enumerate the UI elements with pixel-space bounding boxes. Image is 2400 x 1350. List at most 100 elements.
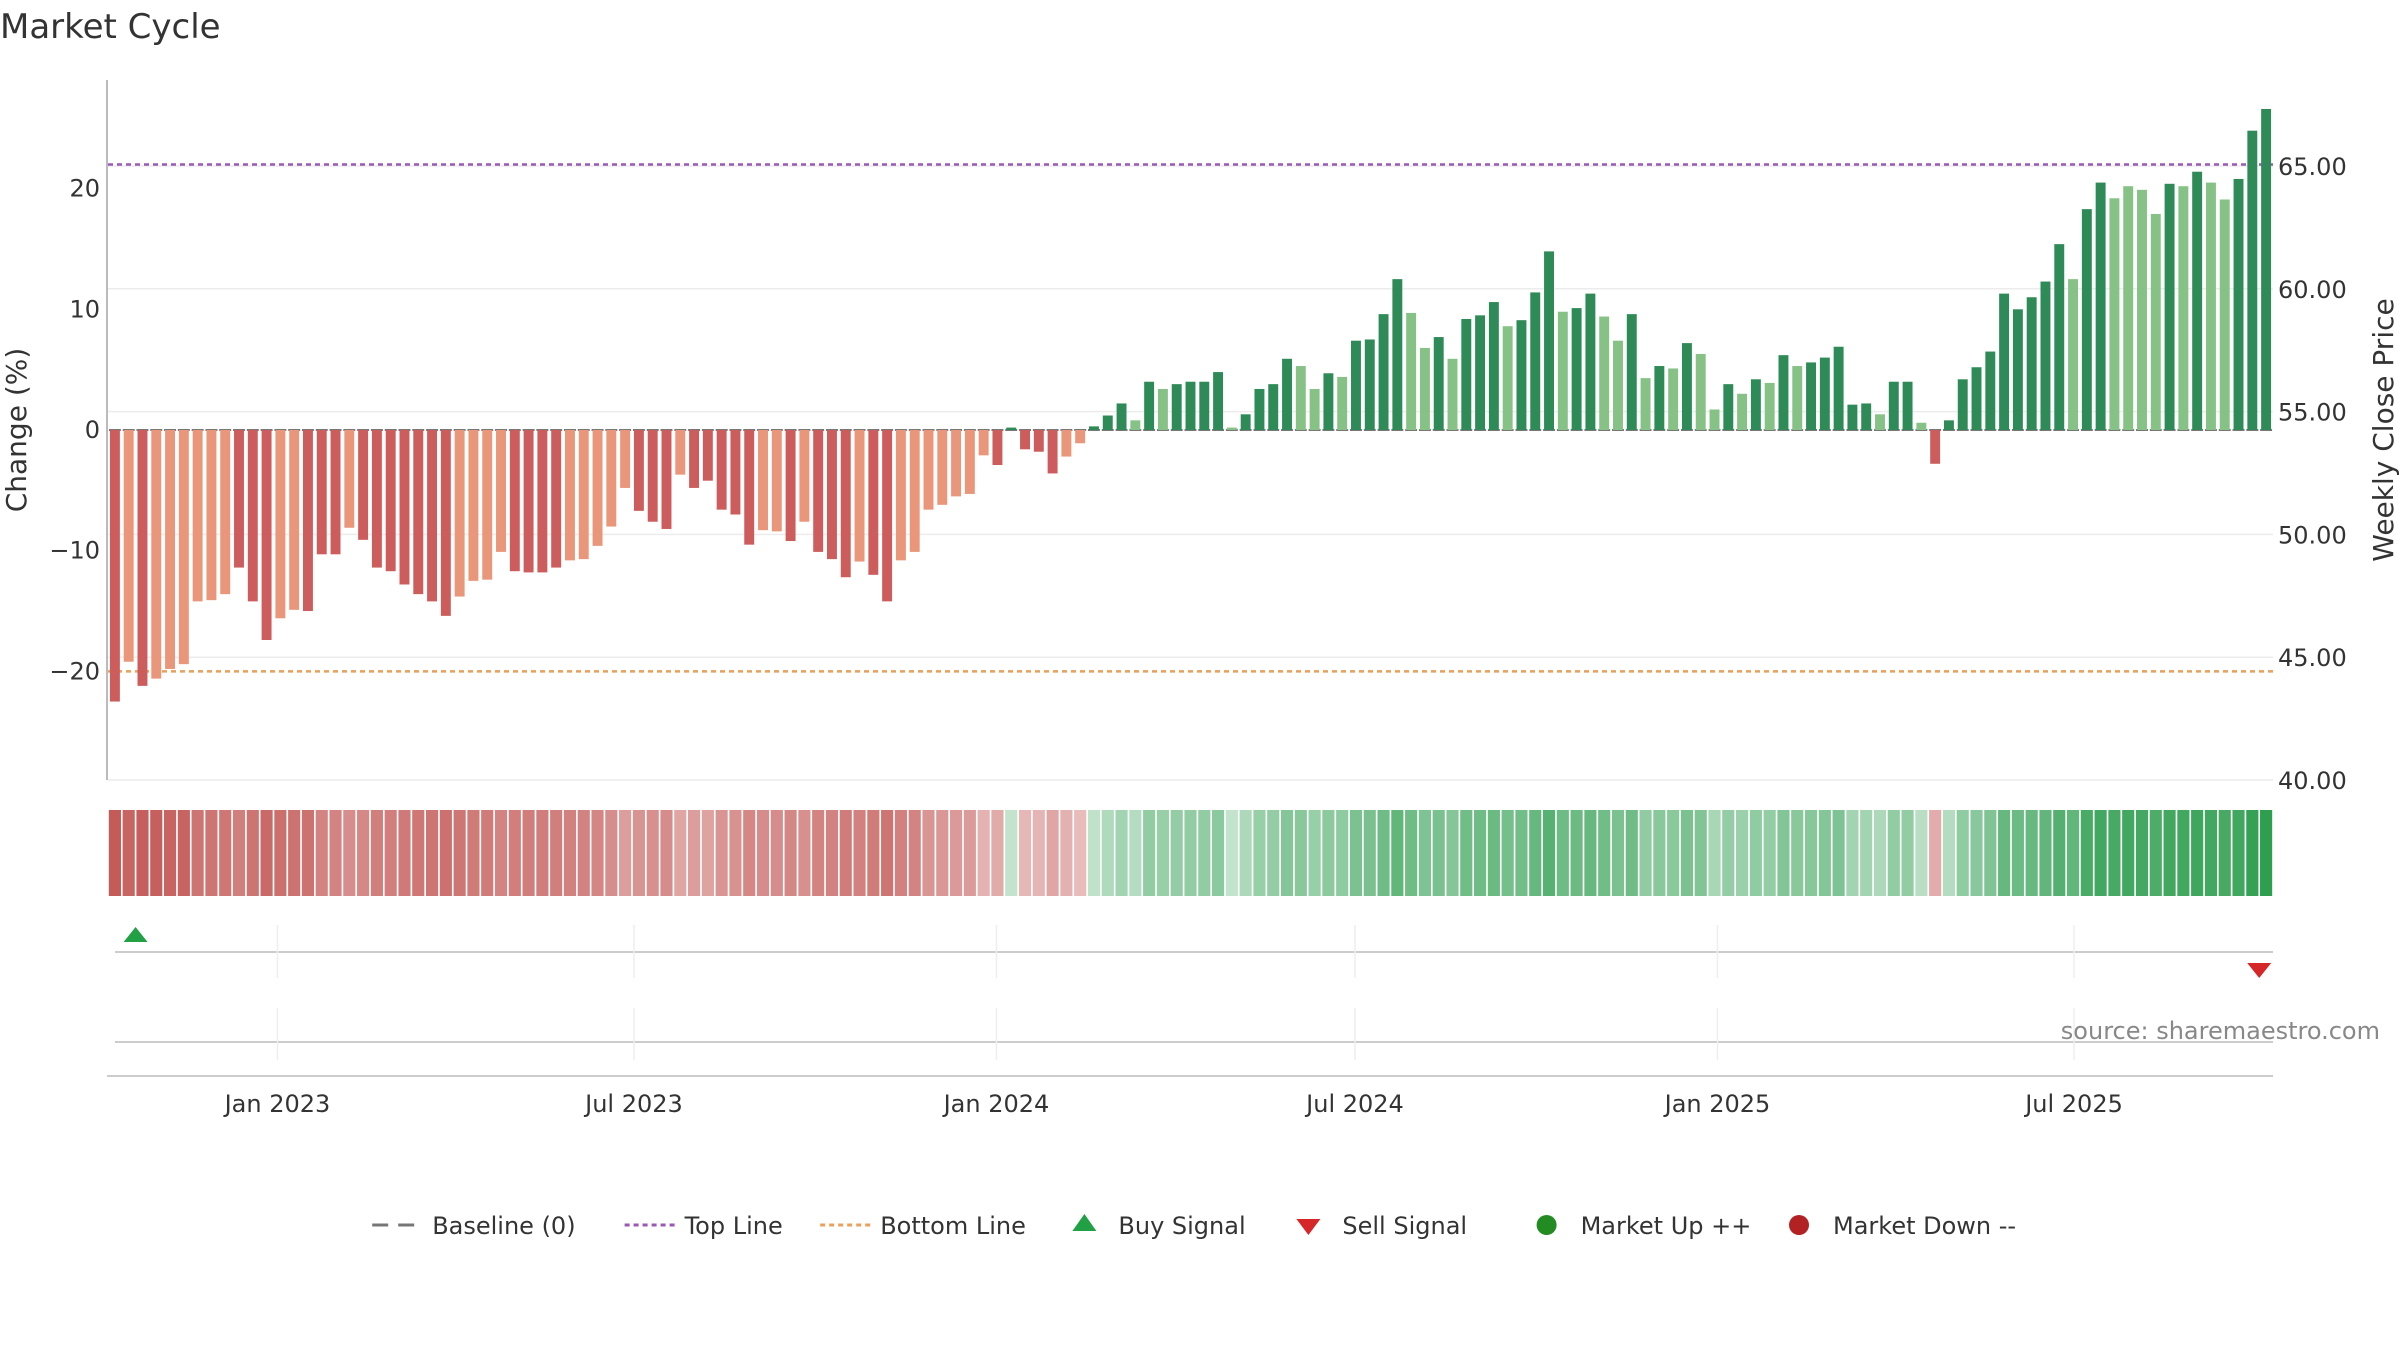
- bar: [123, 430, 134, 662]
- bar: [1847, 404, 1858, 430]
- heat-cell: [991, 810, 1004, 896]
- bar: [1447, 358, 1458, 430]
- legend-item-baseline: Baseline (0): [372, 1212, 576, 1240]
- bar: [2205, 182, 2216, 430]
- heat-cell: [1280, 810, 1294, 896]
- heat-cell: [1198, 810, 1211, 896]
- bar: [564, 430, 575, 561]
- bar: [1571, 308, 1582, 430]
- bar: [1875, 414, 1885, 430]
- heat-cell: [2177, 810, 2190, 896]
- heat-cell: [2025, 810, 2038, 896]
- bar: [1668, 368, 1679, 430]
- bar: [620, 430, 631, 488]
- bar: [1337, 376, 1348, 430]
- bar: [358, 430, 369, 540]
- bar: [1061, 430, 1072, 457]
- bar: [1157, 388, 1168, 430]
- heat-cell: [2191, 810, 2204, 896]
- heat-cell: [2080, 810, 2093, 896]
- bar: [1419, 347, 1430, 430]
- y2-tick-label: 50.00: [2278, 521, 2347, 549]
- heat-cell: [246, 810, 259, 896]
- bar: [440, 430, 451, 616]
- heat-cell: [1873, 810, 1887, 896]
- heat-cell: [1722, 810, 1735, 896]
- bar: [399, 430, 410, 585]
- bar: [1957, 379, 1968, 430]
- bar: [2068, 279, 2079, 430]
- legend-label: Market Up ++: [1581, 1212, 1752, 1240]
- bar: [261, 430, 272, 640]
- bar: [482, 430, 493, 580]
- bar: [592, 430, 603, 546]
- heat-cell: [2011, 810, 2024, 896]
- heat-cell: [1018, 810, 1032, 896]
- heat-cell: [1005, 810, 1018, 896]
- heat-cell: [1984, 810, 1997, 896]
- heat-cell: [1625, 810, 1638, 896]
- bar: [937, 430, 948, 505]
- heat-cell: [2053, 810, 2066, 896]
- heat-cell: [1418, 810, 1431, 896]
- heat-cell: [770, 810, 783, 896]
- heat-cell: [1708, 810, 1721, 896]
- heat-cell: [2108, 810, 2121, 896]
- legend-label: Sell Signal: [1342, 1212, 1467, 1240]
- bar: [1833, 346, 1844, 430]
- y2-axis-ticks: 65.00 60.00 55.00 50.00 45.00 40.00: [2278, 153, 2347, 795]
- legend-symbol: [1296, 1219, 1321, 1235]
- heat-cell: [908, 810, 921, 896]
- heat-cell: [1212, 810, 1225, 896]
- bar: [633, 430, 644, 511]
- bar: [1750, 379, 1761, 430]
- bar: [2109, 198, 2120, 430]
- heat-cell: [467, 810, 480, 896]
- heat-cell: [1556, 810, 1569, 896]
- heat-cell: [1653, 810, 1666, 896]
- bar: [1654, 366, 1665, 430]
- heat-cell: [1363, 810, 1376, 896]
- bar: [2261, 108, 2272, 430]
- bar: [1020, 430, 1030, 450]
- heat-cell: [881, 810, 894, 896]
- heat-cell: [1308, 810, 1321, 896]
- bar: [2192, 171, 2203, 431]
- bar: [840, 430, 851, 578]
- heat-cell: [1680, 810, 1694, 896]
- bar: [2123, 186, 2134, 430]
- heat-cell: [1529, 810, 1542, 896]
- legend-item-buy: Buy Signal: [1072, 1212, 1246, 1240]
- bar: [1213, 372, 1224, 430]
- bar: [1171, 384, 1182, 430]
- legend-symbol: [1789, 1215, 1809, 1235]
- bar: [275, 430, 286, 619]
- heat-cell: [191, 810, 204, 896]
- heat-cell: [1074, 810, 1087, 896]
- heat-cell: [1611, 810, 1625, 896]
- bar: [413, 430, 424, 595]
- bar: [992, 430, 1003, 465]
- bar: [1709, 409, 1720, 430]
- heat-cell: [1542, 810, 1556, 896]
- legend-label: Market Down --: [1833, 1212, 2016, 1240]
- bar: [1916, 422, 1927, 430]
- heat-cell: [1998, 810, 2011, 896]
- bar: [1351, 340, 1361, 430]
- bar: [702, 430, 713, 481]
- x-tick-label: Jul 2025: [2023, 1090, 2123, 1118]
- bar: [1199, 381, 1210, 430]
- bar: [551, 430, 562, 568]
- bar: [827, 430, 837, 560]
- heat-cell: [1970, 810, 1983, 896]
- legend-label: Buy Signal: [1118, 1212, 1245, 1240]
- heat-cell: [1184, 810, 1197, 896]
- heat-cell: [315, 810, 328, 896]
- heat-cell: [1336, 810, 1349, 896]
- heat-cell: [798, 810, 811, 896]
- heat-cell: [922, 810, 935, 896]
- bar: [1764, 382, 1775, 430]
- y-tick-label: −20: [49, 657, 100, 685]
- bar: [909, 430, 920, 552]
- heat-cell: [136, 810, 149, 896]
